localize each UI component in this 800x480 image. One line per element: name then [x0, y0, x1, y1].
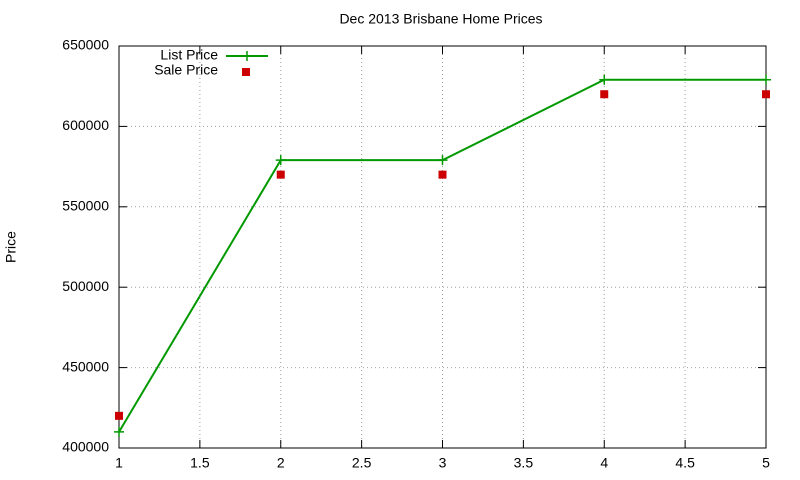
point	[437, 155, 448, 166]
y-tick-label: 400000	[62, 439, 109, 455]
y-tick-label: 550000	[62, 198, 109, 214]
x-tick-label: 1.5	[190, 455, 210, 471]
legend-label: List Price	[160, 47, 218, 63]
y-axis-label: Price	[3, 231, 19, 263]
y-tick-label: 450000	[62, 358, 109, 374]
point	[600, 90, 609, 99]
y-tick-label: 600000	[62, 117, 109, 133]
x-tick-label: 4.5	[675, 455, 695, 471]
x-tick-label: 2.5	[352, 455, 372, 471]
y-tick-label: 500000	[62, 278, 109, 294]
point	[599, 74, 610, 85]
point	[114, 426, 124, 437]
x-tick-label: 2	[277, 455, 285, 471]
point	[762, 90, 770, 99]
point	[276, 170, 285, 179]
point	[438, 170, 447, 179]
x-tick-label: 1	[115, 455, 123, 471]
legend-marker	[242, 51, 252, 61]
point	[115, 411, 123, 420]
x-tick-label: 4	[600, 455, 608, 471]
point	[761, 74, 771, 85]
x-tick-label: 3	[439, 455, 447, 471]
x-tick-label: 3.5	[514, 455, 534, 471]
legend-marker	[242, 68, 250, 76]
plot-border	[118, 45, 767, 449]
legend-label: Sale Price	[154, 62, 218, 78]
y-tick-label: 650000	[62, 37, 109, 53]
x-tick-label: 5	[762, 455, 770, 471]
point	[275, 155, 286, 166]
series-line	[118, 78, 766, 433]
chart-title: Dec 2013 Brisbane Home Prices	[339, 11, 542, 27]
